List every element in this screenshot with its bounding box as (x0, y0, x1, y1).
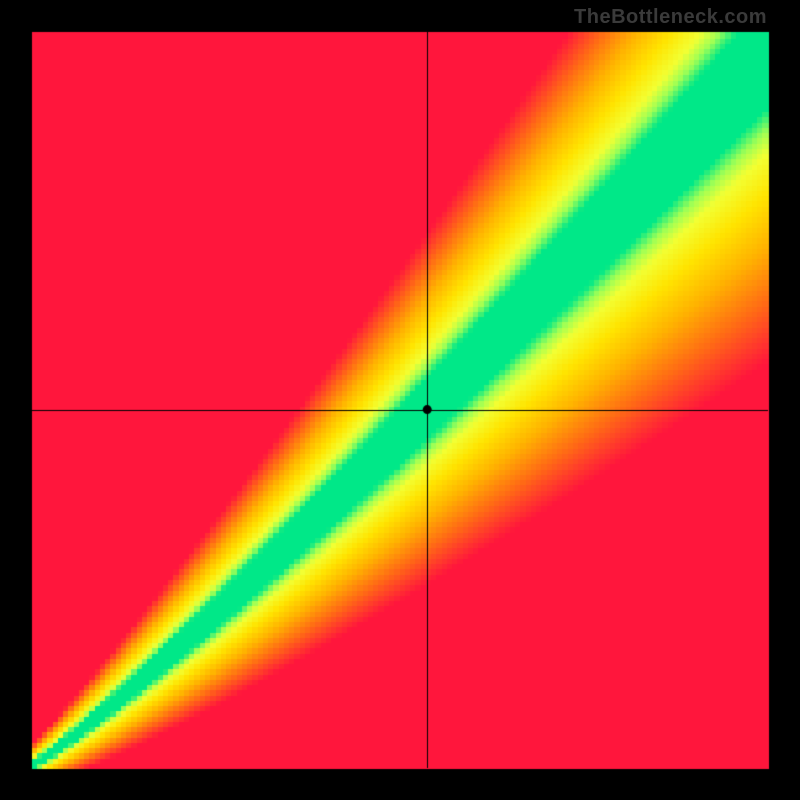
bottleneck-heatmap (0, 0, 800, 800)
watermark-label: TheBottleneck.com (574, 6, 767, 29)
chart-container: TheBottleneck.com (0, 0, 800, 800)
